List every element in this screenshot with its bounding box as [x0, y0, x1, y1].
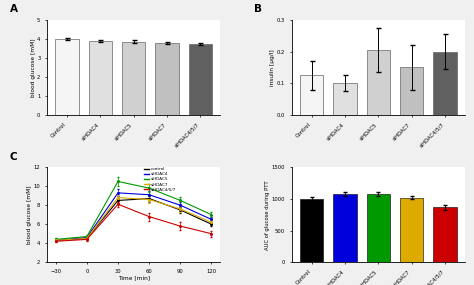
Bar: [367, 50, 390, 115]
Bar: [400, 198, 423, 262]
X-axis label: Time [min]: Time [min]: [118, 276, 150, 280]
Bar: [189, 44, 212, 115]
Y-axis label: AUC of glucose during PTT: AUC of glucose during PTT: [265, 180, 270, 249]
Bar: [300, 75, 323, 115]
Bar: [433, 207, 456, 262]
Text: C: C: [9, 152, 17, 162]
Text: A: A: [9, 4, 18, 14]
Bar: [300, 199, 323, 262]
Bar: [333, 194, 356, 262]
Y-axis label: insulin [µg/l]: insulin [µg/l]: [271, 49, 275, 86]
Bar: [433, 52, 456, 115]
Bar: [155, 43, 179, 115]
Bar: [89, 41, 112, 115]
Y-axis label: blood glucose [mM]: blood glucose [mM]: [31, 38, 36, 97]
Y-axis label: blood glucose [mM]: blood glucose [mM]: [27, 185, 32, 244]
Bar: [400, 68, 423, 115]
Legend: control, siHDAC4, siHDAC5, siHDAC7, siHDAC4/5/7: control, siHDAC4, siHDAC5, siHDAC7, siHD…: [144, 167, 176, 192]
Text: B: B: [254, 4, 262, 14]
Bar: [367, 194, 390, 262]
Bar: [55, 39, 79, 115]
Bar: [122, 42, 145, 115]
Bar: [333, 83, 356, 115]
